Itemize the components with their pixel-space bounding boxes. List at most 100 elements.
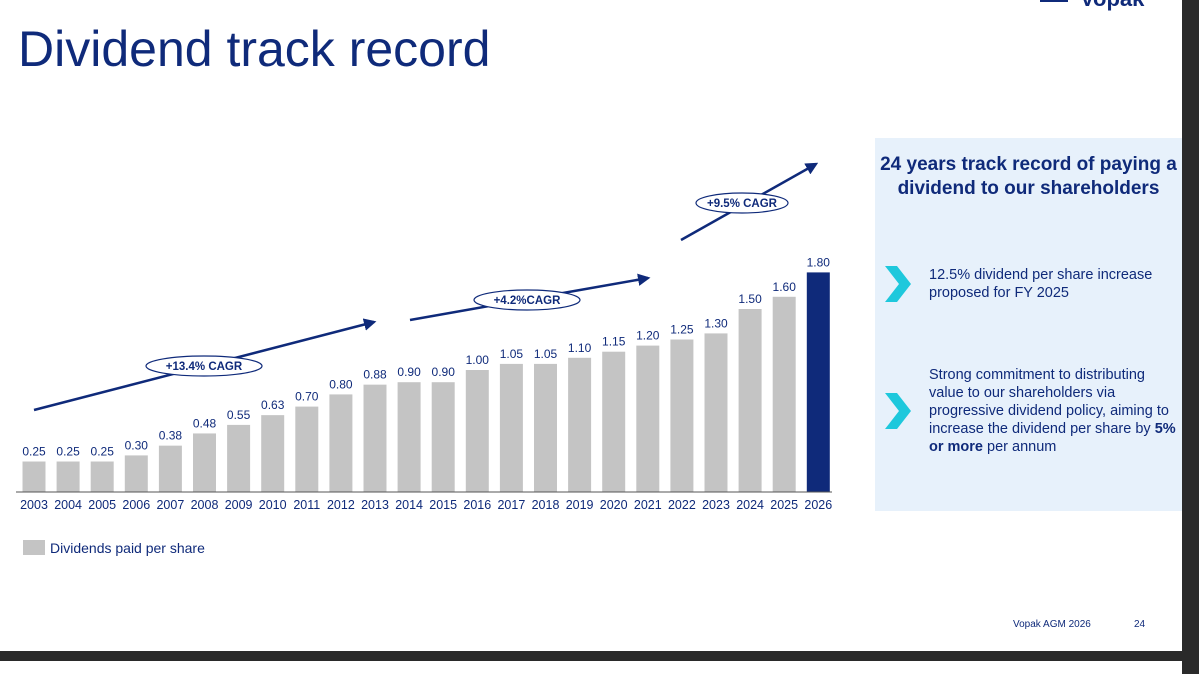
tick-label-2007: 2007 — [156, 498, 184, 512]
bar-2006 — [124, 455, 148, 492]
bar-label-2008: 0.48 — [193, 416, 217, 430]
viewer-scrollbar[interactable] — [1182, 0, 1199, 674]
tick-label-2010: 2010 — [259, 498, 287, 512]
cagr-oval-2 — [473, 289, 581, 311]
tick-label-2004: 2004 — [54, 498, 82, 512]
chevron-right-icon — [885, 266, 911, 302]
info-heading: 24 years track record of paying a divide… — [880, 154, 1177, 199]
info-bullet-2-text-start: Strong commitment to distributing value … — [929, 367, 1169, 437]
bar-label-2004: 0.25 — [56, 445, 80, 459]
tick-label-2023: 2023 — [702, 498, 730, 512]
bar-2024 — [738, 309, 762, 492]
bar-2010 — [261, 415, 285, 492]
bar-label-2006: 0.30 — [125, 438, 149, 452]
bar-2026 — [806, 272, 830, 492]
bar-label-2024: 1.50 — [738, 292, 762, 306]
bar-2015 — [431, 382, 455, 492]
tick-label-2021: 2021 — [634, 498, 662, 512]
bar-2017 — [499, 363, 523, 492]
brand-name: Vopak — [1080, 0, 1144, 11]
bar-2025 — [772, 296, 796, 492]
bar-2020 — [602, 351, 626, 492]
bar-label-2014: 0.90 — [397, 365, 421, 379]
tick-label-2013: 2013 — [361, 498, 389, 512]
bar-2016 — [465, 370, 489, 492]
tick-label-2025: 2025 — [770, 498, 798, 512]
bar-label-2026: 1.80 — [807, 255, 831, 269]
bar-2011 — [295, 406, 319, 492]
legend-swatch — [23, 540, 45, 555]
tick-label-2005: 2005 — [88, 498, 116, 512]
bar-label-2016: 1.00 — [466, 353, 490, 367]
bar-label-2017: 1.05 — [500, 347, 524, 361]
bar-label-2011: 0.70 — [295, 390, 319, 404]
bar-2019 — [568, 357, 592, 492]
logo-bar-icon — [1040, 0, 1068, 3]
info-bullet-1-text: 12.5% dividend per share increase propos… — [929, 267, 1153, 301]
bar-label-2025: 1.60 — [773, 280, 797, 294]
bar-2007 — [158, 445, 182, 492]
tick-label-2012: 2012 — [327, 498, 355, 512]
chevron-right-icon — [885, 393, 911, 429]
bar-2014 — [397, 382, 421, 492]
brand-logo: Vopak — [1040, 0, 1144, 11]
info-panel: 24 years track record of paying a divide… — [875, 138, 1182, 511]
tick-label-2008: 2008 — [191, 498, 219, 512]
tick-label-2024: 2024 — [736, 498, 764, 512]
cagr-oval-1 — [145, 355, 263, 377]
tick-label-2018: 2018 — [532, 498, 560, 512]
bar-label-2003: 0.25 — [22, 445, 46, 459]
bar-2023 — [704, 333, 728, 492]
bar-label-2007: 0.38 — [159, 429, 183, 443]
cagr-label-3: +9.5% CAGR — [707, 198, 778, 210]
tick-label-2022: 2022 — [668, 498, 696, 512]
legend-label: Dividends paid per share — [50, 540, 205, 556]
tick-label-2009: 2009 — [225, 498, 253, 512]
info-bullet-2-text-bold: 5% or more — [929, 421, 1176, 455]
tick-label-2011: 2011 — [293, 498, 320, 512]
bar-2003 — [22, 461, 46, 492]
bar-label-2022: 1.25 — [670, 323, 694, 337]
bar-label-2019: 1.10 — [568, 341, 592, 355]
bar-label-2012: 0.80 — [329, 377, 353, 391]
tick-label-2020: 2020 — [600, 498, 628, 512]
slide: Vopak Dividend track record 0.2520030.25… — [16, 0, 1182, 630]
bar-2008 — [193, 433, 216, 492]
bar-label-2013: 0.88 — [363, 368, 387, 382]
page-title: Dividend track record — [18, 21, 491, 77]
tick-label-2006: 2006 — [122, 498, 150, 512]
bar-label-2010: 0.63 — [261, 398, 285, 412]
tick-label-2003: 2003 — [20, 498, 48, 512]
bar-2018 — [534, 363, 557, 492]
footer-event: Vopak AGM 2026 — [1013, 619, 1091, 630]
bar-label-2021: 1.20 — [636, 329, 660, 343]
cagr-label-2: +4.2%CAGR — [494, 295, 561, 307]
tick-label-2026: 2026 — [804, 498, 832, 512]
cagr-oval-3 — [695, 192, 789, 214]
tick-label-2014: 2014 — [395, 498, 423, 512]
bar-label-2023: 1.30 — [704, 316, 728, 330]
footer-page-number: 24 — [1134, 619, 1146, 630]
bar-label-2015: 0.90 — [432, 365, 456, 379]
cagr-label-1: +13.4% CAGR — [166, 361, 243, 373]
bar-label-2018: 1.05 — [534, 347, 558, 361]
tick-label-2019: 2019 — [566, 498, 594, 512]
bar-2004 — [56, 461, 80, 492]
tick-label-2015: 2015 — [429, 498, 457, 512]
info-bullet-2-text: Strong commitment to distributing value … — [929, 366, 1177, 456]
bar-2021 — [636, 345, 660, 492]
next-slide-edge — [0, 661, 1182, 674]
bar-2022 — [670, 339, 694, 492]
info-bullet-2-text-end: per annum — [983, 439, 1057, 455]
tick-label-2016: 2016 — [463, 498, 491, 512]
dividend-chart: 0.25 2003 0.25 2004 0.25 2005 0.30 2006 0.38 2007… — [16, 162, 832, 556]
bar-2013 — [363, 384, 387, 492]
bar-label-2020: 1.15 — [602, 335, 626, 349]
bar-2005 — [90, 461, 114, 492]
bar-label-2005: 0.25 — [91, 445, 115, 459]
bar-2009 — [227, 424, 251, 492]
tick-label-2017: 2017 — [497, 498, 525, 512]
bar-label-2009: 0.55 — [227, 408, 251, 422]
bar-2012 — [329, 394, 353, 492]
viewer-slide-separator — [0, 651, 1199, 661]
